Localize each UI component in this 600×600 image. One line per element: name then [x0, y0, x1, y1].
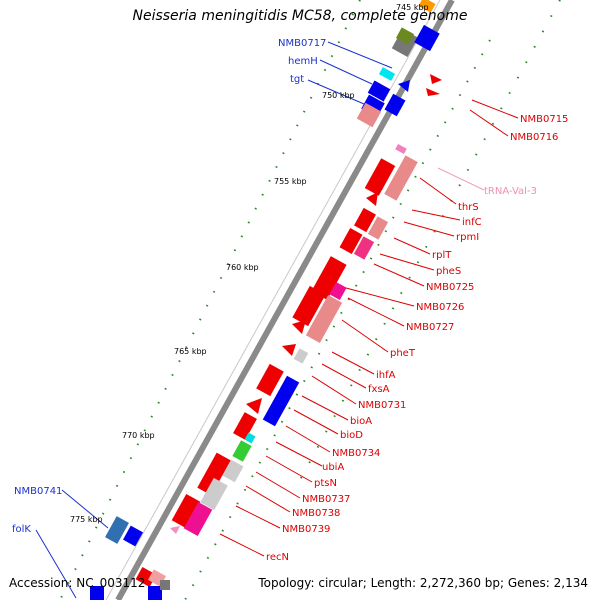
- feature-trna: [395, 143, 407, 155]
- gene-label[interactable]: bioA: [350, 416, 372, 427]
- feature-gray-NMB0737: [222, 459, 244, 483]
- feature-pink-pheS: [353, 236, 375, 260]
- feature-bottom-gray: [160, 580, 170, 590]
- gc-ring-right: [299, 0, 561, 481]
- gene-label[interactable]: NMB0725: [426, 282, 474, 293]
- feature-bottom-blue-1: [90, 586, 104, 600]
- gene-label[interactable]: NMB0734: [332, 448, 380, 459]
- feature-orange: [418, 0, 436, 13]
- feature-red-NMB0739: [171, 494, 201, 528]
- gene-label[interactable]: NMB0726: [416, 302, 464, 313]
- gene-label[interactable]: rplT: [432, 250, 452, 261]
- feature-bottom-blue-2: [148, 586, 162, 600]
- gene-label[interactable]: recN: [266, 552, 289, 563]
- left-connectors: [35, 41, 393, 599]
- feature-blue-1: [414, 24, 440, 52]
- feature-bottom-red: [135, 566, 157, 588]
- feature-steelblue-NMB0741: [105, 516, 129, 544]
- right-connectors: [219, 99, 519, 557]
- gene-label[interactable]: NMB0738: [292, 508, 340, 519]
- feature-red-rplT: [339, 227, 363, 255]
- feature-pink-arrow-recN: [170, 526, 180, 534]
- gene-label[interactable]: NMB0717: [278, 38, 326, 49]
- tick-label: 770 kbp: [122, 431, 155, 440]
- feature-red-NMB0725: [311, 256, 347, 300]
- gene-label[interactable]: thrS: [458, 202, 479, 213]
- feature-red-ptsN: [197, 452, 231, 496]
- feature-pink-rpmI: [367, 216, 389, 240]
- gene-label[interactable]: bioD: [340, 430, 363, 441]
- gene-label[interactable]: ihfA: [376, 370, 396, 381]
- feature-pink-NMB0727: [305, 295, 343, 343]
- gene-label[interactable]: folK: [12, 524, 31, 535]
- feature-red-arrow-2: [426, 88, 440, 96]
- tick-label: 760 kbp: [226, 263, 259, 272]
- feature-red-NMB0726: [292, 285, 326, 327]
- gene-label[interactable]: ptsN: [314, 478, 337, 489]
- feature-red-arrow-5: [282, 344, 296, 356]
- gene-label[interactable]: ubiA: [322, 462, 344, 473]
- feature-gray-ihfA: [293, 348, 309, 364]
- feature-magenta-NMB0726: [329, 281, 347, 301]
- gene-label[interactable]: NMB0739: [282, 524, 330, 535]
- gene-label[interactable]: NMB0731: [358, 400, 406, 411]
- feature-blue-2: [367, 80, 391, 102]
- gene-label[interactable]: hemH: [288, 56, 318, 67]
- gene-label[interactable]: pheT: [390, 348, 416, 359]
- gene-label[interactable]: NMB0741: [14, 486, 62, 497]
- feature-red-fxsA: [256, 363, 284, 397]
- feature-red-arrow-3: [366, 192, 378, 206]
- tick-label: 750 kbp: [322, 91, 355, 100]
- feature-magenta-NMB0739: [183, 502, 213, 536]
- genome-backbone: [115, 0, 455, 600]
- feature-pink-1: [356, 102, 382, 128]
- feature-olive: [395, 27, 415, 45]
- tick-label: 775 kbp: [70, 515, 103, 524]
- gene-label[interactable]: NMB0716: [510, 132, 558, 143]
- feature-red-arrow-4: [292, 320, 306, 334]
- gene-label[interactable]: NMB0727: [406, 322, 454, 333]
- gene-label[interactable]: tRNA-Val-3: [484, 186, 537, 197]
- feature-blue-folK: [122, 525, 144, 547]
- feature-blue-NMB0731: [262, 375, 300, 427]
- map-title: Neisseria meningitidis MC58, complete ge…: [132, 8, 468, 24]
- gene-label[interactable]: rpmI: [456, 232, 479, 243]
- tick-label: 765 kbp: [174, 347, 207, 356]
- feature-red-bioD: [233, 412, 257, 440]
- feature-red-arrow-1: [430, 74, 442, 84]
- feature-blue-4: [384, 93, 406, 117]
- gene-label[interactable]: pheS: [436, 266, 461, 277]
- gene-label[interactable]: NMB0715: [520, 114, 568, 125]
- tick-label: 755 kbp: [274, 177, 307, 186]
- accession-label: Accession: NC_003112: [9, 576, 146, 590]
- feature-gray-NMB0738: [200, 477, 228, 511]
- gene-label[interactable]: fxsA: [368, 384, 390, 395]
- tick-label: 745 kbp: [396, 3, 429, 12]
- trna-connector: [437, 167, 485, 191]
- genome-backbone-inner: [105, 0, 441, 600]
- feature-pink-thrS: [384, 155, 418, 201]
- feature-cyan-NMB0734: [244, 432, 256, 444]
- feature-red-arrow-6: [246, 398, 262, 414]
- gc-ring-left: [59, 0, 361, 600]
- feature-red-thrS: [364, 158, 396, 196]
- gene-label[interactable]: tgt: [290, 74, 304, 85]
- gene-label[interactable]: infC: [462, 217, 482, 228]
- feature-red-infC: [354, 207, 376, 233]
- genome-info-label: Topology: circular; Length: 2,272,360 bp…: [258, 576, 588, 590]
- feature-cyan-1: [378, 67, 396, 81]
- feature-blue-arrow-1: [398, 80, 410, 92]
- feature-green-ubiA: [232, 440, 252, 462]
- gene-label[interactable]: NMB0737: [302, 494, 350, 505]
